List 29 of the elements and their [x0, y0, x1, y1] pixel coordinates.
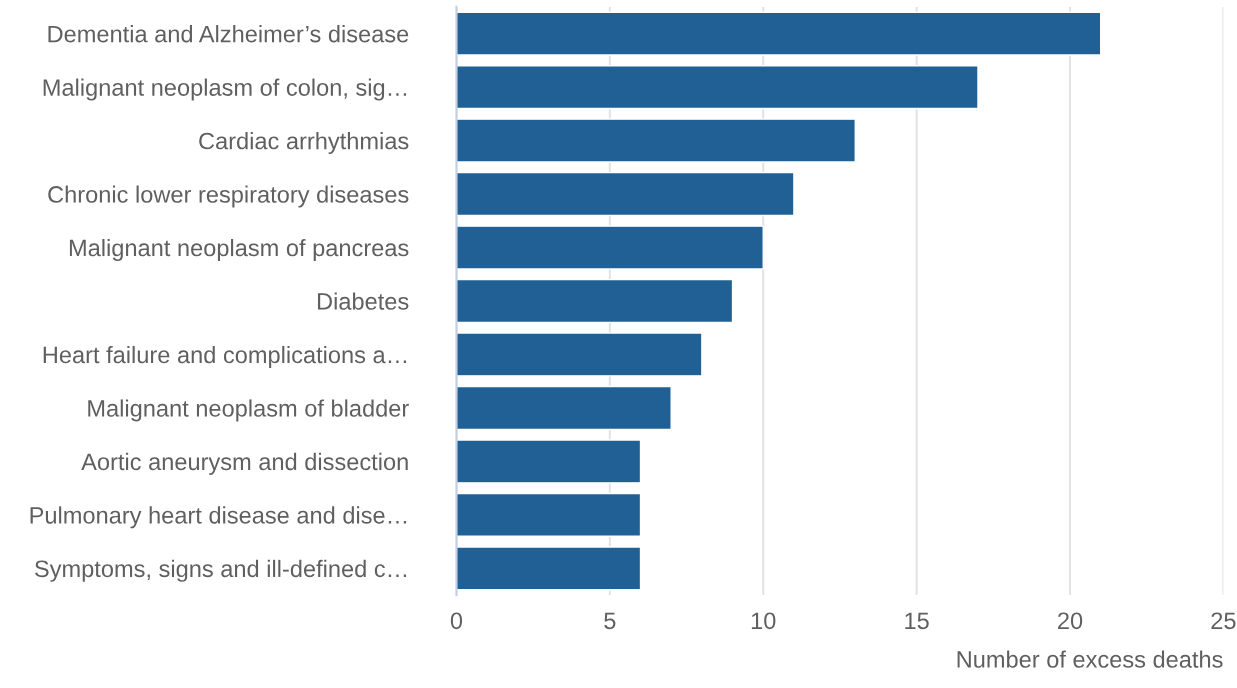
y-tick-label: Cardiac arrhythmias	[199, 132, 409, 155]
bar	[456, 439, 642, 484]
bar	[456, 492, 642, 537]
y-tick-label: Pulmonary heart disease and dise…	[30, 506, 407, 529]
bar	[456, 65, 979, 110]
x-tick-label: 10	[751, 612, 776, 630]
bar	[456, 11, 1102, 56]
bar	[456, 278, 734, 324]
bar	[456, 546, 642, 591]
x-tick-label: 0	[450, 612, 463, 630]
x-tick-label: 25	[1211, 612, 1236, 630]
bar	[456, 225, 764, 270]
y-tick-label: Heart failure and complications a…	[43, 345, 407, 368]
x-tick-label: 20	[1058, 612, 1083, 630]
y-tick-label: Malignant neoplasm of colon, sig…	[43, 78, 407, 101]
bar	[456, 332, 703, 377]
bar	[456, 171, 795, 217]
x-axis-title: Number of excess deaths	[957, 650, 1223, 668]
bar	[456, 118, 856, 163]
bar	[456, 385, 672, 431]
y-tick-label: Dementia and Alzheimer’s disease	[48, 25, 409, 43]
x-tick-label: 15	[905, 612, 929, 630]
y-tick-label: Symptoms, signs and ill-defined c…	[35, 559, 407, 582]
y-tick-label: Malignant neoplasm of pancreas	[69, 238, 409, 261]
y-tick-label: Malignant neoplasm of bladder	[88, 399, 409, 422]
y-tick-label: Chronic lower respiratory diseases	[48, 185, 409, 208]
x-tick-label: 5	[604, 612, 616, 630]
y-tick-label: Diabetes	[317, 292, 409, 310]
y-tick-label: Aortic aneurysm and dissection	[81, 452, 408, 475]
